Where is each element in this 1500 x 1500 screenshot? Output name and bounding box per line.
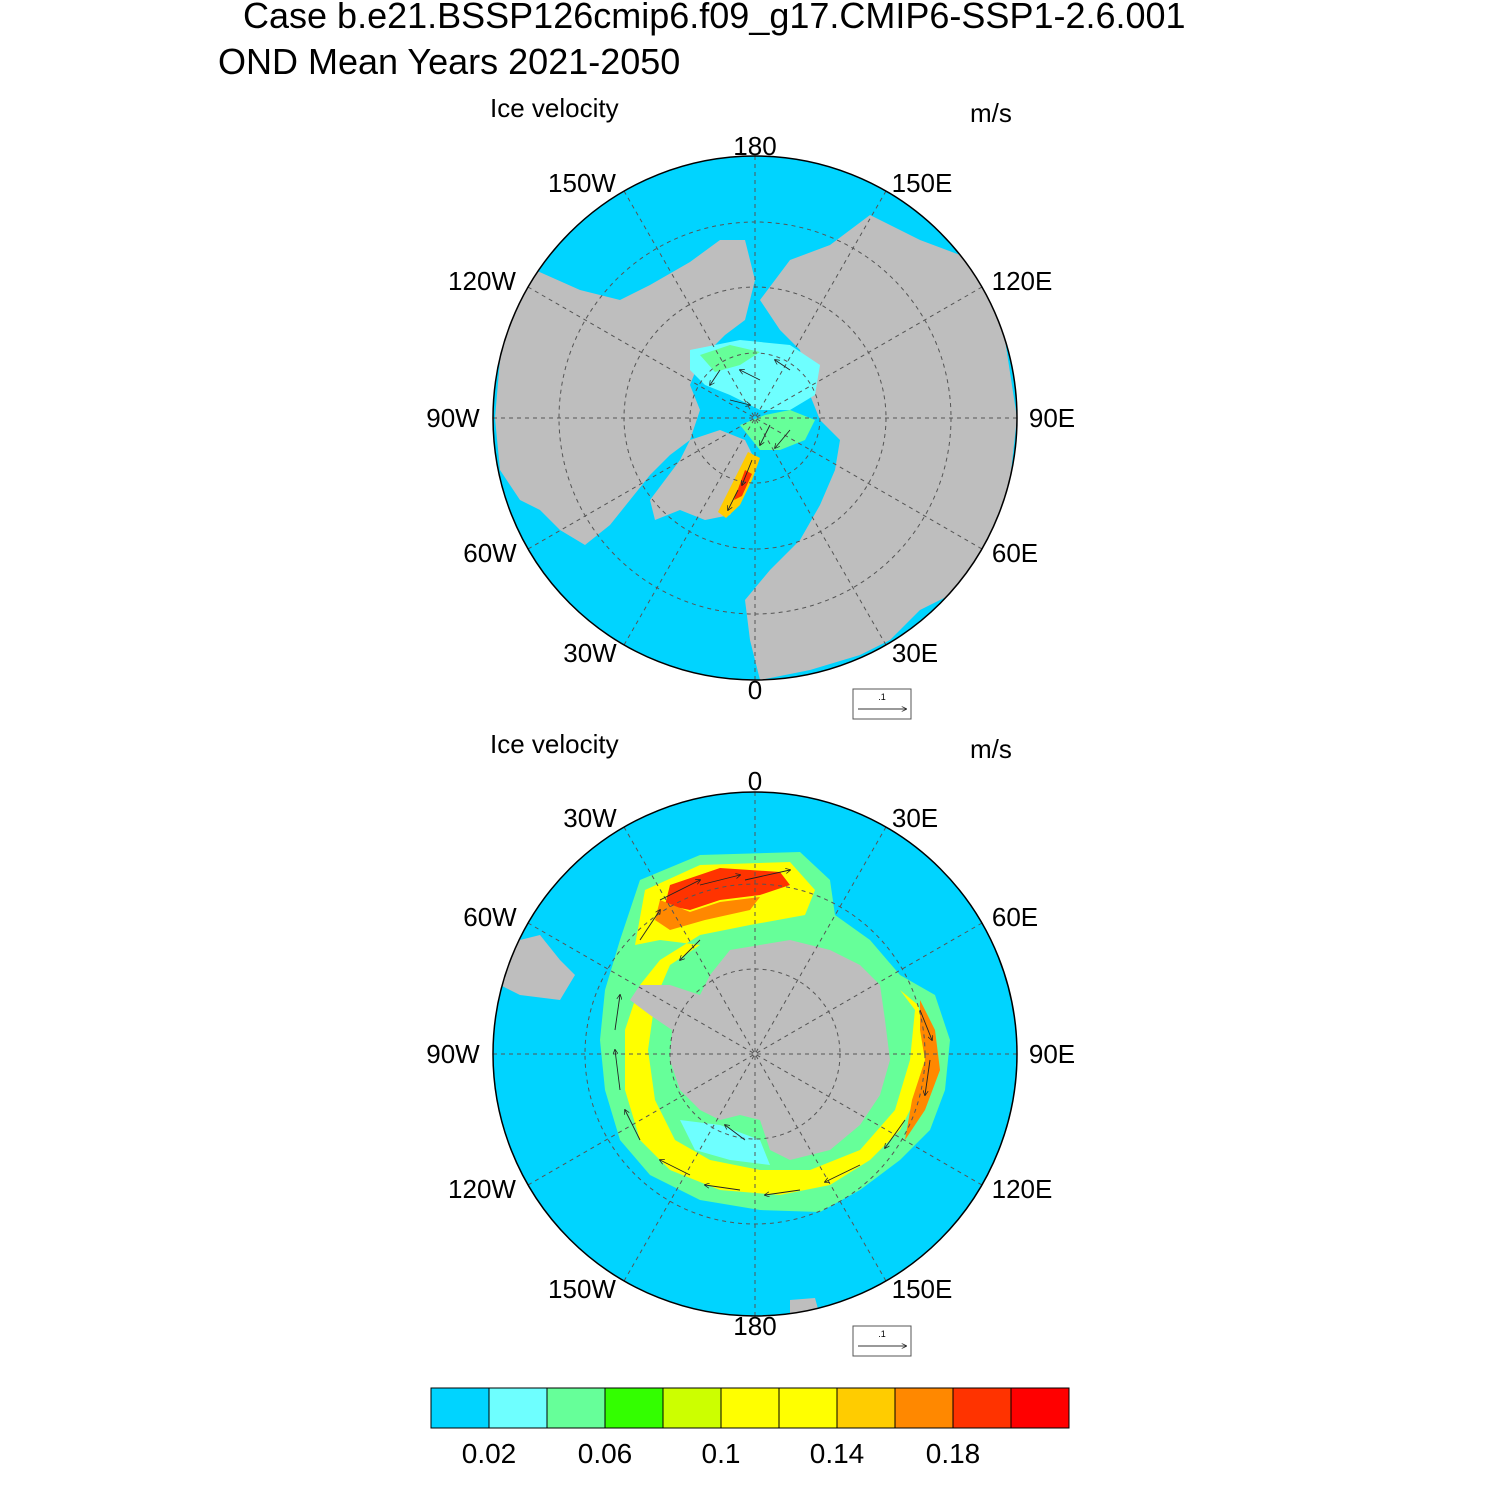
south-map bbox=[493, 792, 1017, 1316]
south-lon-150W: 150W bbox=[548, 1274, 616, 1304]
north-lon-60E: 60E bbox=[992, 538, 1038, 568]
colorbar-box-3 bbox=[604, 1387, 664, 1429]
north-lon-30E: 30E bbox=[892, 638, 938, 668]
north-ice-channel bbox=[700, 345, 760, 372]
south-lon-60E: 60E bbox=[992, 902, 1038, 932]
north-panel: Ice velocity m/s bbox=[426, 93, 1075, 720]
north-ref-vector-label: .1 bbox=[878, 692, 886, 702]
north-lon-120E: 120E bbox=[992, 266, 1053, 296]
colorbar-box-2 bbox=[546, 1387, 606, 1429]
north-lon-90E: 90E bbox=[1029, 403, 1075, 433]
colorbar-box-1 bbox=[488, 1387, 548, 1429]
north-land-north-america bbox=[495, 240, 755, 545]
south-lon-30E: 30E bbox=[892, 803, 938, 833]
south-lon-120E: 120E bbox=[992, 1174, 1053, 1204]
south-lon-90W: 90W bbox=[426, 1039, 480, 1069]
south-panel-units: m/s bbox=[970, 734, 1012, 764]
colorbar-tick-0.1: 0.1 bbox=[702, 1438, 741, 1469]
figure-title-line1: Case b.e21.BSSP126cmip6.f09_g17.CMIP6-SS… bbox=[243, 0, 1186, 36]
colorbar-box-0 bbox=[430, 1387, 490, 1429]
north-lon-180: 180 bbox=[733, 131, 776, 161]
figure-title-line2: OND Mean Years 2021-2050 bbox=[218, 41, 680, 82]
north-lon-30W: 30W bbox=[563, 638, 617, 668]
south-lon-120W: 120W bbox=[448, 1174, 516, 1204]
south-ice-ring-yellow bbox=[625, 862, 928, 1195]
colorbar-boxes bbox=[430, 1387, 1070, 1429]
north-lon-60W: 60W bbox=[463, 538, 517, 568]
north-map bbox=[493, 156, 1017, 680]
south-panel-label: Ice velocity bbox=[490, 729, 619, 759]
south-panel: Ice velocity m/s bbox=[426, 729, 1075, 1357]
north-panel-units: m/s bbox=[970, 98, 1012, 128]
south-lon-60W: 60W bbox=[463, 902, 517, 932]
south-ref-vector-label: .1 bbox=[878, 1329, 886, 1339]
north-graticule bbox=[493, 156, 1017, 680]
colorbar-tick-0.14: 0.14 bbox=[810, 1438, 865, 1469]
south-map-border bbox=[492, 791, 1018, 1317]
south-lon-180: 180 bbox=[733, 1311, 776, 1341]
north-ref-vector: .1 bbox=[852, 688, 912, 720]
north-lon-150W: 150W bbox=[548, 168, 616, 198]
colorbar: 0.02 0.06 0.1 0.14 0.18 bbox=[430, 1387, 1070, 1469]
north-land-archipelago bbox=[600, 370, 690, 450]
north-vectors bbox=[710, 360, 791, 510]
colorbar-tick-0.18: 0.18 bbox=[926, 1438, 981, 1469]
colorbar-box-5 bbox=[720, 1387, 780, 1429]
south-ice-ross bbox=[680, 1120, 770, 1165]
south-vectors bbox=[615, 870, 932, 1195]
north-lon-150E: 150E bbox=[892, 168, 953, 198]
colorbar-box-9 bbox=[952, 1387, 1012, 1429]
colorbar-box-8 bbox=[894, 1387, 954, 1429]
north-panel-label: Ice velocity bbox=[490, 93, 619, 123]
north-lon-90W: 90W bbox=[426, 403, 480, 433]
north-lon-120W: 120W bbox=[448, 266, 516, 296]
south-land-south-america bbox=[500, 935, 575, 1000]
south-ice-weddell-max bbox=[665, 868, 790, 910]
south-lon-30W: 30W bbox=[563, 803, 617, 833]
south-ref-vector: .1 bbox=[852, 1325, 912, 1357]
south-ice-weddell-orange bbox=[655, 897, 760, 930]
south-lon-0: 0 bbox=[748, 766, 762, 796]
colorbar-tick-0.02: 0.02 bbox=[462, 1438, 517, 1469]
colorbar-box-7 bbox=[836, 1387, 896, 1429]
north-land-siberia bbox=[745, 215, 1017, 680]
south-lon-90E: 90E bbox=[1029, 1039, 1075, 1069]
north-ice-fram-strait bbox=[718, 452, 760, 518]
north-lon-0: 0 bbox=[748, 675, 762, 705]
colorbar-tick-0.06: 0.06 bbox=[578, 1438, 633, 1469]
colorbar-box-4 bbox=[662, 1387, 722, 1429]
south-land-antarctica bbox=[630, 940, 890, 1160]
south-graticule bbox=[493, 792, 1017, 1316]
south-lon-150E: 150E bbox=[892, 1274, 953, 1304]
colorbar-box-10 bbox=[1010, 1387, 1070, 1429]
north-map-border bbox=[492, 155, 1018, 681]
colorbar-box-6 bbox=[778, 1387, 838, 1429]
